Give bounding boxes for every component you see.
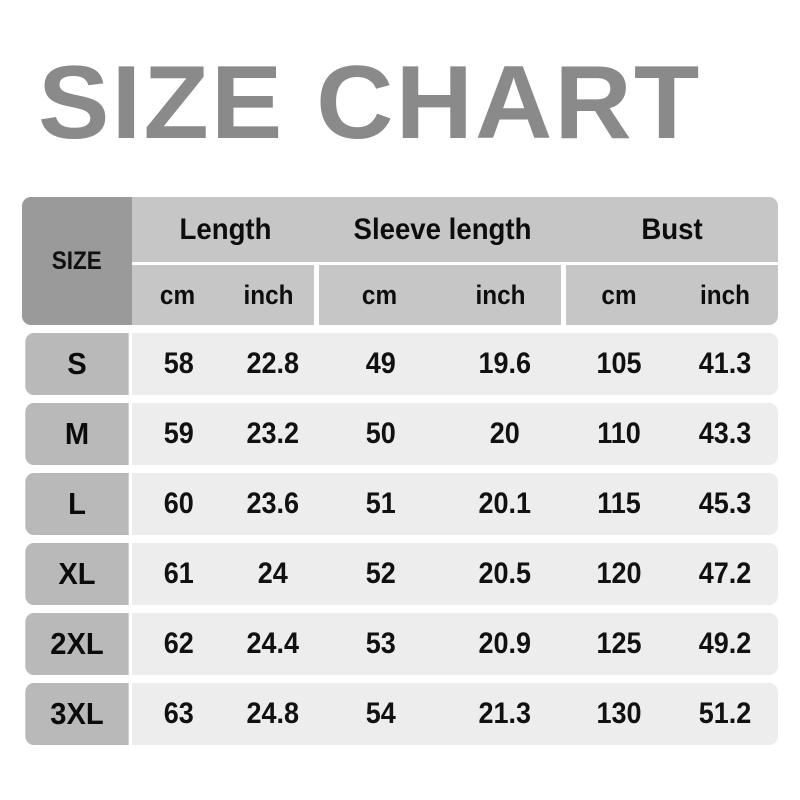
row-values: 58 22.8 49 19.6 105 41.3	[132, 333, 778, 395]
table-row: L 60 23.6 51 20.1 115 45.3	[22, 473, 778, 535]
cell-sleeve-inch: 20.1	[477, 487, 531, 520]
value-group-bust: 120 47.2	[566, 543, 778, 605]
row-values: 61 24 52 20.5 120 47.2	[132, 543, 778, 605]
cell-size-label: S	[25, 333, 129, 395]
cell-sleeve-inch: 20.9	[477, 627, 531, 660]
header-group-sleeve-length: Sleeve length	[353, 212, 532, 246]
header-units-sleeve: cm inch	[319, 265, 561, 325]
cell-bust-inch: 45.3	[698, 487, 752, 520]
cell-sleeve-inch: 20.5	[477, 557, 531, 590]
header-unit-row: cm inch cm inch cm inch	[132, 265, 778, 325]
header-unit-length-inch: inch	[243, 279, 294, 310]
value-group-length: 61 24	[132, 543, 319, 605]
table-row: XL 61 24 52 20.5 120 47.2	[22, 543, 778, 605]
value-group-length: 60 23.6	[132, 473, 319, 535]
cell-size-label: M	[25, 403, 129, 465]
header-group-bust: Bust	[641, 212, 703, 246]
cell-bust-cm: 130	[596, 697, 642, 730]
value-group-sleeve: 53 20.9	[319, 613, 566, 675]
table-row: M 59 23.2 50 20 110 43.3	[22, 403, 778, 465]
table-row: 3XL 63 24.8 54 21.3 130 51.2	[22, 683, 778, 745]
cell-bust-cm: 105	[596, 347, 642, 380]
cell-length-inch: 24.8	[245, 697, 299, 730]
cell-sleeve-cm: 49	[365, 347, 396, 380]
header-unit-length-cm: cm	[159, 279, 196, 310]
table-header: SIZE Length Sleeve length Bust cm inch c…	[22, 197, 778, 325]
cell-length-inch: 23.2	[245, 417, 299, 450]
size-chart-table: SIZE Length Sleeve length Bust cm inch c…	[22, 197, 778, 745]
cell-sleeve-inch: 20	[489, 417, 520, 450]
header-unit-bust-cm: cm	[601, 279, 637, 310]
value-group-length: 63 24.8	[132, 683, 319, 745]
cell-length-cm: 59	[163, 417, 194, 450]
value-group-length: 59 23.2	[132, 403, 319, 465]
cell-sleeve-cm: 54	[365, 697, 396, 730]
value-group-sleeve: 51 20.1	[319, 473, 566, 535]
cell-size-label: L	[25, 473, 129, 535]
value-group-bust: 110 43.3	[566, 403, 778, 465]
value-group-sleeve: 52 20.5	[319, 543, 566, 605]
header-unit-bust-inch: inch	[700, 279, 750, 310]
value-group-bust: 125 49.2	[566, 613, 778, 675]
cell-length-inch: 24	[257, 557, 288, 590]
cell-sleeve-cm: 53	[365, 627, 396, 660]
cell-sleeve-cm: 52	[365, 557, 396, 590]
header-cell-size: SIZE	[22, 197, 132, 325]
value-group-bust: 130 51.2	[566, 683, 778, 745]
page-title: SIZE CHART	[38, 45, 702, 161]
cell-bust-cm: 120	[596, 557, 642, 590]
cell-length-cm: 63	[163, 697, 194, 730]
cell-sleeve-cm: 50	[365, 417, 396, 450]
row-values: 59 23.2 50 20 110 43.3	[132, 403, 778, 465]
value-group-length: 58 22.8	[132, 333, 319, 395]
cell-bust-inch: 51.2	[698, 697, 752, 730]
value-group-sleeve: 50 20	[319, 403, 566, 465]
value-group-sleeve: 54 21.3	[319, 683, 566, 745]
table-row: 2XL 62 24.4 53 20.9 125 49.2	[22, 613, 778, 675]
header-group-row: Length Sleeve length Bust	[132, 197, 778, 262]
row-values: 63 24.8 54 21.3 130 51.2	[132, 683, 778, 745]
cell-bust-inch: 41.3	[698, 347, 752, 380]
cell-bust-cm: 110	[597, 417, 641, 450]
header-group-length: Length	[179, 212, 272, 246]
table-row: S 58 22.8 49 19.6 105 41.3	[22, 333, 778, 395]
table-body: S 58 22.8 49 19.6 105 41.3 M 59 23.2 50 20 110 43.3 L 6…	[22, 333, 778, 745]
cell-sleeve-inch: 19.6	[477, 347, 531, 380]
row-values: 62 24.4 53 20.9 125 49.2	[132, 613, 778, 675]
value-group-sleeve: 49 19.6	[319, 333, 566, 395]
cell-bust-inch: 47.2	[698, 557, 752, 590]
header-units-bust: cm inch	[566, 265, 778, 325]
value-group-length: 62 24.4	[132, 613, 319, 675]
cell-length-inch: 23.6	[245, 487, 299, 520]
cell-bust-inch: 49.2	[698, 627, 752, 660]
cell-size-label: 3XL	[25, 683, 129, 745]
cell-bust-cm: 115	[597, 487, 641, 520]
header-units-length: cm inch	[132, 265, 314, 325]
row-values: 60 23.6 51 20.1 115 45.3	[132, 473, 778, 535]
cell-sleeve-cm: 51	[365, 487, 396, 520]
cell-size-label: XL	[25, 543, 129, 605]
cell-sleeve-inch: 21.3	[477, 697, 531, 730]
cell-length-cm: 62	[163, 627, 194, 660]
value-group-bust: 115 45.3	[566, 473, 778, 535]
cell-length-cm: 61	[163, 557, 194, 590]
cell-length-cm: 60	[163, 487, 194, 520]
header-unit-sleeve-cm: cm	[361, 279, 398, 310]
cell-bust-cm: 125	[596, 627, 642, 660]
cell-bust-inch: 43.3	[698, 417, 752, 450]
cell-length-inch: 22.8	[245, 347, 299, 380]
value-group-bust: 105 41.3	[566, 333, 778, 395]
cell-length-inch: 24.4	[245, 627, 299, 660]
header-unit-sleeve-inch: inch	[475, 279, 526, 310]
cell-length-cm: 58	[163, 347, 194, 380]
header-label-size: SIZE	[51, 246, 103, 275]
cell-size-label: 2XL	[25, 613, 129, 675]
